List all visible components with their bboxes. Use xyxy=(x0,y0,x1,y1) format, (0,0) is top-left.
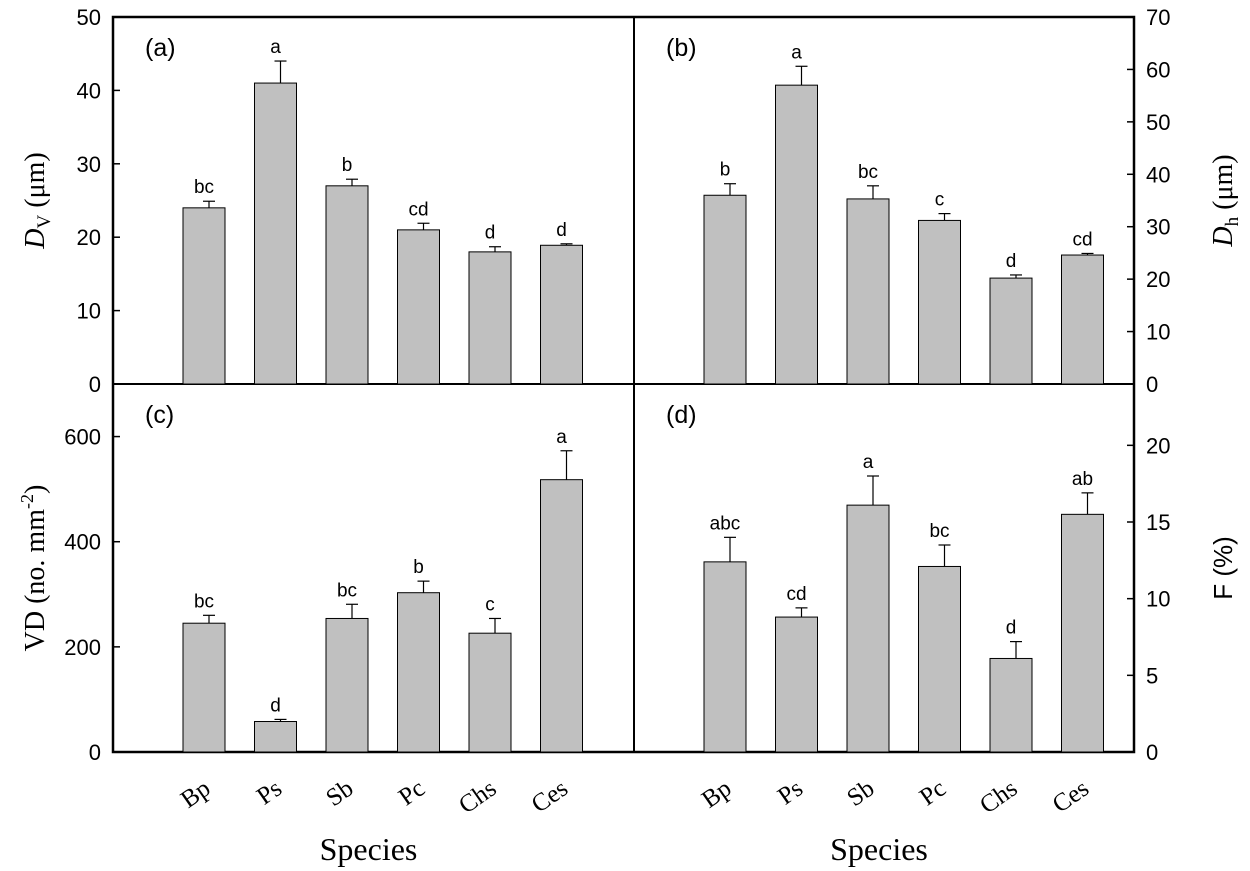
significance-label: bc xyxy=(194,591,214,612)
panel-label: (c) xyxy=(145,401,174,429)
y-tick-label: 200 xyxy=(64,635,101,660)
bar-Chs xyxy=(989,657,1033,753)
y-tick-label: 600 xyxy=(64,425,101,450)
bar-Chs xyxy=(468,632,512,753)
y-tick-label: 0 xyxy=(1146,372,1158,397)
bar-Sb xyxy=(846,504,890,753)
significance-label: b xyxy=(342,155,353,176)
category-label: Ces xyxy=(527,775,573,819)
y-tick-label: 400 xyxy=(64,530,101,555)
y-axis-title: DV (μm) xyxy=(20,152,55,249)
y-tick-label: 10 xyxy=(1146,320,1170,345)
significance-label: bc xyxy=(929,521,949,542)
significance-label: cd xyxy=(408,199,428,220)
bar-Sb xyxy=(846,198,890,385)
category-label: Ps xyxy=(252,775,287,811)
y-tick-label: 30 xyxy=(1146,215,1170,240)
category-label: Bp xyxy=(697,775,736,814)
significance-label: d xyxy=(556,220,567,241)
significance-label: b xyxy=(413,557,424,578)
significance-label: bc xyxy=(194,177,214,198)
panel-a: (a) 0 10 20 30 40 50 bc a b cd d d DV (μm) xyxy=(20,5,583,397)
y-tick-label: 40 xyxy=(77,78,101,103)
bar-Pc xyxy=(918,565,961,753)
x-axis-title: Species xyxy=(320,831,418,867)
significance-label: a xyxy=(556,427,567,448)
bar-Ces xyxy=(1061,254,1104,385)
y-tick-label: 50 xyxy=(1146,110,1170,135)
y-tick-label: 10 xyxy=(77,299,101,324)
y-tick-label: 20 xyxy=(1146,267,1170,292)
significance-label: bc xyxy=(337,580,357,601)
bar-Bp xyxy=(182,622,226,753)
significance-label: cd xyxy=(786,584,806,605)
y-tick-label: 40 xyxy=(1146,162,1170,187)
category-label: Bp xyxy=(176,775,215,814)
bar-Ps xyxy=(254,721,297,753)
category-label: Pc xyxy=(915,775,951,811)
significance-label: d xyxy=(270,695,281,716)
bar-Pc xyxy=(397,592,440,753)
x-axis-title: Species xyxy=(830,831,928,867)
panel-c: (c) 0 200 400 600 bc Bp d Ps bc Sb b Pc c Chs a Ces Speci… xyxy=(17,401,583,867)
bar-Sb xyxy=(325,617,369,753)
significance-label: a xyxy=(270,37,281,58)
bar-Chs xyxy=(989,277,1033,385)
panel-label: (d) xyxy=(666,401,697,429)
significance-label: d xyxy=(1006,618,1017,639)
significance-label: b xyxy=(720,160,731,181)
y-tick-label: 0 xyxy=(1146,740,1158,765)
bar-Ps xyxy=(254,82,297,385)
y-tick-label: 60 xyxy=(1146,57,1170,82)
significance-label: c xyxy=(485,594,495,615)
bar-Ces xyxy=(540,244,583,385)
bar-Bp xyxy=(703,561,747,753)
significance-label: cd xyxy=(1072,229,1092,250)
category-label: Sb xyxy=(842,775,879,812)
bar-Sb xyxy=(325,185,369,385)
category-label: Ces xyxy=(1048,775,1094,819)
significance-label: a xyxy=(863,452,874,473)
significance-label: d xyxy=(1006,251,1017,272)
panel-label: (a) xyxy=(145,34,176,62)
category-label: Chs xyxy=(454,775,501,819)
y-tick-label: 50 xyxy=(77,5,101,30)
bar-Ces xyxy=(1061,513,1104,753)
y-tick-label: 20 xyxy=(1146,433,1170,458)
significance-label: ab xyxy=(1072,469,1093,490)
panel-label: (b) xyxy=(666,34,697,62)
category-label: Ps xyxy=(773,775,808,811)
panel-d: (d) 0 5 10 15 20 abc Bp cd Ps a Sb bc Pc d Chs ab Ces Spec… xyxy=(666,401,1238,867)
y-tick-label: 5 xyxy=(1146,663,1158,688)
bar-Bp xyxy=(182,207,226,385)
y-axis-title: Dh (μm) xyxy=(1208,154,1243,247)
bar-Ces xyxy=(540,479,583,753)
bar-Ps xyxy=(775,616,818,753)
significance-label: bc xyxy=(858,162,878,183)
category-label: Pc xyxy=(394,775,430,811)
bar-Ps xyxy=(775,84,818,385)
y-axis-title: VD (no. mm-2) xyxy=(17,485,51,652)
significance-label: abc xyxy=(710,513,741,534)
y-tick-label: 30 xyxy=(77,152,101,177)
bar-Chs xyxy=(468,251,512,385)
category-label: Chs xyxy=(975,775,1022,819)
y-tick-label: 15 xyxy=(1146,510,1170,535)
y-axis-title: F (%) xyxy=(1208,536,1238,600)
bar-Bp xyxy=(703,194,747,385)
y-tick-label: 0 xyxy=(89,740,101,765)
significance-label: a xyxy=(791,42,802,63)
y-tick-label: 10 xyxy=(1146,587,1170,612)
category-label: Sb xyxy=(321,775,358,812)
significance-label: c xyxy=(935,190,945,211)
y-tick-label: 20 xyxy=(77,225,101,250)
bar-Pc xyxy=(918,219,961,385)
y-tick-label: 0 xyxy=(89,372,101,397)
y-tick-label: 70 xyxy=(1146,5,1170,30)
bar-Pc xyxy=(397,229,440,385)
significance-label: d xyxy=(485,223,496,244)
